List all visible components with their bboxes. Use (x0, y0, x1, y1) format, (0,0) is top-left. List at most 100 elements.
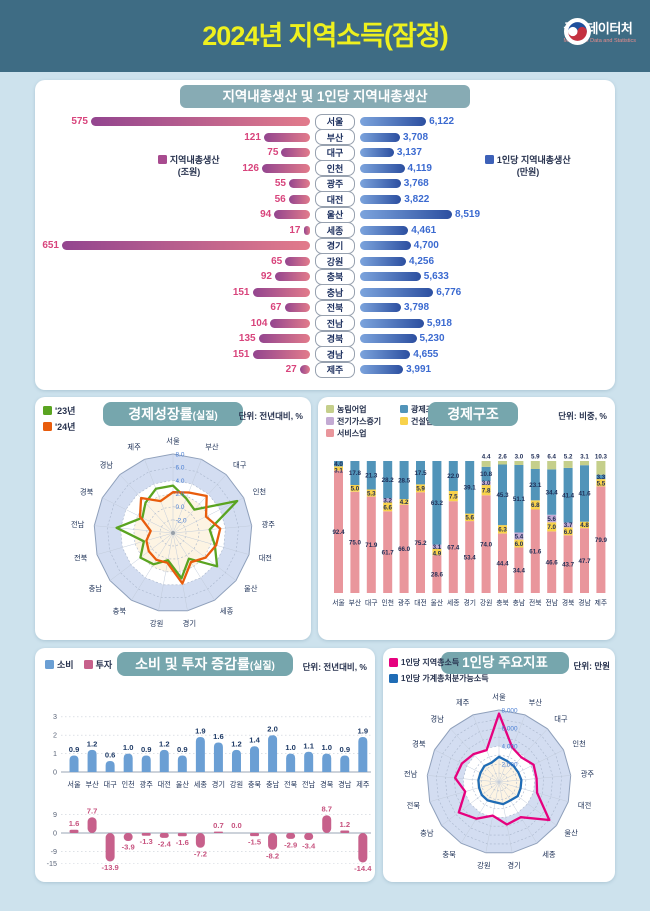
structure-value-label: 5.2 (564, 454, 573, 461)
structure-segment (416, 492, 425, 593)
region-pill: 제주 (315, 361, 355, 378)
legend-swatch (158, 155, 168, 164)
percap-grdp-value: 3,798 (404, 302, 430, 314)
structure-value-label: 75.0 (349, 540, 362, 547)
ci-axis-label: 경북 (320, 780, 334, 789)
ci-legend: 소비 투자 (45, 658, 112, 671)
ci-axis-label: 대구 (104, 780, 118, 789)
structure-value-label: 7.0 (547, 524, 556, 531)
radar-series (477, 755, 523, 806)
percap-grdp-bar (360, 256, 406, 266)
structure-value-label: 5.4 (515, 533, 524, 540)
grdp-row: 92 충북 5,633 (35, 268, 615, 285)
ci-axis-label: 충남 (266, 780, 280, 789)
structure-segment (350, 491, 360, 593)
legend-item: '24년 (43, 420, 75, 433)
percap-grdp-bar (360, 349, 411, 359)
structure-axis-label: 전북 (529, 598, 542, 607)
ci-axis-label: 전북 (284, 780, 298, 789)
radar-axis-label: 서울 (492, 693, 506, 702)
radar-axis-label: 충남 (89, 584, 103, 593)
structure-value-label: 6.4 (547, 454, 556, 461)
ci-axis-label: 울산 (176, 780, 190, 789)
percap-grdp-bar (360, 132, 400, 142)
structure-value-label: 4.0 (334, 461, 343, 468)
structure-segment (547, 461, 557, 470)
ci-title-main: 소비 및 투자 증감률 (135, 656, 250, 672)
radar-spoke (172, 459, 202, 534)
consumption-value-label: 2.0 (267, 725, 278, 734)
structure-value-label: 5.0 (351, 486, 360, 493)
structure-value-label: 4.4 (482, 454, 491, 461)
radar-spoke (158, 532, 174, 611)
structure-axis-label: 인천 (381, 598, 394, 607)
radar-axis-label: 세종 (542, 850, 556, 859)
consumption-value-label: 1.9 (195, 727, 206, 736)
ci-unit-label: 단위: 전년대비, % (302, 662, 367, 672)
legend-label: 농림어업 (337, 404, 367, 414)
percap-grdp-bar (360, 163, 405, 173)
consumption-bar (105, 760, 115, 772)
investment-bar (250, 833, 260, 837)
structure-axis-label: 광주 (398, 599, 411, 607)
radar-series (453, 712, 551, 826)
grdp-row: 17 세종 4,461 (35, 222, 615, 239)
radar-tick-label: 4,000 (502, 744, 518, 751)
grdp-row: 56 대전 3,822 (35, 191, 615, 208)
structure-segment (530, 500, 540, 510)
structure-value-label: 6.6 (383, 504, 392, 511)
investment-bar (69, 829, 79, 833)
consumption-value-label: 1.2 (231, 739, 242, 748)
grdp-value: 104 (250, 317, 268, 329)
percap-grdp-bar (360, 365, 404, 375)
structure-segment (563, 467, 573, 523)
percap-chart-title: 1인당 주요지표 (441, 652, 569, 674)
radar-ring (120, 479, 226, 586)
structure-segment (399, 504, 409, 593)
radar-spoke (498, 781, 569, 802)
structure-legend: 농림어업 전기가스증기 서비스업 광제조업 건설업 (326, 403, 462, 439)
structure-segment (547, 522, 557, 532)
radar-axis-label: 경남 (430, 715, 444, 724)
grdp-tornado-chart: 575 서울 6,122 121 부산 3,708 75 대구 3,137 126 인천 4,119 5… (35, 113, 615, 378)
structure-segment (416, 461, 425, 485)
radar-axis-label: 부산 (529, 698, 543, 707)
structure-segment (563, 527, 573, 536)
grdp-bar (252, 349, 310, 359)
grdp-row: 94 울산 8,519 (35, 206, 615, 223)
legend-item: 1인당 가계총처분가능소득 (389, 673, 489, 684)
radar-ring (435, 718, 563, 845)
structure-segment (596, 474, 606, 480)
ci-axis-label: 부산 (85, 780, 99, 789)
investment-bar (304, 833, 314, 840)
consumption-bar (195, 737, 205, 772)
investment-bar (286, 833, 296, 839)
investment-value-label: -14.4 (354, 864, 372, 873)
radar-axis-label: 전남 (404, 770, 418, 779)
region-pill: 경북 (315, 330, 355, 347)
grdp-row: 75 대구 3,137 (35, 144, 615, 161)
investment-bar (358, 833, 368, 863)
region-pill: 세종 (315, 222, 355, 239)
structure-value-label: 6.0 (515, 541, 524, 548)
structure-segment (350, 461, 360, 485)
ci-title-paren: (실질) (249, 661, 275, 672)
structure-value-label: 4.9 (433, 550, 442, 557)
consumption-bar (213, 742, 223, 772)
grdp-row: 104 전남 5,918 (35, 315, 615, 332)
y-tick-label: 0 (53, 828, 57, 837)
structure-segment (563, 461, 573, 468)
structure-value-label: 61.6 (529, 549, 542, 556)
radar-axis-label: 인천 (572, 740, 585, 749)
structure-segment (366, 489, 376, 497)
radar-axis-label: 세종 (220, 607, 234, 616)
structure-segment (432, 555, 442, 593)
structure-value-label: 28.5 (398, 477, 411, 484)
structure-value-label: 23.1 (529, 482, 542, 489)
radar-ring (453, 736, 545, 827)
structure-axis-label: 제주 (595, 599, 608, 607)
region-pill: 충북 (315, 268, 355, 285)
agency-subtitle: Ministry of Data and Statistics (563, 38, 636, 44)
structure-value-label: 3.7 (564, 522, 573, 529)
structure-segment (596, 479, 606, 487)
